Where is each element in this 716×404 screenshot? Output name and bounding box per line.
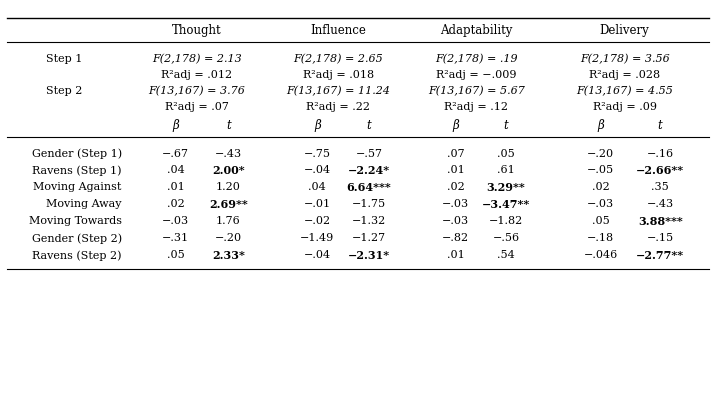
Text: 1.20: 1.20 (216, 183, 241, 192)
Text: β: β (314, 119, 321, 132)
Text: .35: .35 (652, 183, 669, 192)
Text: −.04: −.04 (304, 250, 331, 260)
Text: 2.00*: 2.00* (212, 165, 245, 176)
Text: R²adj = .09: R²adj = .09 (593, 102, 657, 112)
Text: .05: .05 (497, 149, 515, 158)
Text: Adaptability: Adaptability (440, 24, 513, 37)
Text: Influence: Influence (310, 24, 367, 37)
Text: F(2,178) = 2.65: F(2,178) = 2.65 (294, 53, 383, 64)
Text: −1.27: −1.27 (352, 234, 386, 243)
Text: −1.75: −1.75 (352, 200, 386, 209)
Text: −.046: −.046 (584, 250, 618, 260)
Text: −2.31*: −2.31* (348, 250, 390, 261)
Text: β: β (597, 119, 604, 132)
Text: 3.88***: 3.88*** (638, 216, 682, 227)
Text: −2.24*: −2.24* (348, 165, 390, 176)
Text: −.20: −.20 (587, 149, 614, 158)
Text: R²adj = .018: R²adj = .018 (303, 70, 374, 80)
Text: F(13,167) = 3.76: F(13,167) = 3.76 (148, 86, 246, 96)
Text: −.03: −.03 (442, 217, 469, 226)
Text: −.67: −.67 (162, 149, 189, 158)
Text: .54: .54 (497, 250, 515, 260)
Text: β: β (172, 119, 179, 132)
Text: −3.47**: −3.47** (482, 199, 530, 210)
Text: .61: .61 (497, 166, 515, 175)
Text: −.03: −.03 (587, 200, 614, 209)
Text: Thought: Thought (172, 24, 222, 37)
Text: Moving Away: Moving Away (47, 200, 122, 209)
Text: 1.76: 1.76 (216, 217, 241, 226)
Text: R²adj = .028: R²adj = .028 (589, 70, 660, 80)
Text: .02: .02 (167, 200, 184, 209)
Text: −1.49: −1.49 (300, 234, 334, 243)
Text: −.20: −.20 (215, 234, 242, 243)
Text: .04: .04 (309, 183, 326, 192)
Text: Moving Towards: Moving Towards (29, 217, 122, 226)
Text: 6.64***: 6.64*** (347, 182, 392, 193)
Text: R²adj = .12: R²adj = .12 (444, 102, 508, 112)
Text: −.05: −.05 (587, 166, 614, 175)
Text: t: t (367, 119, 372, 132)
Text: Step 1: Step 1 (47, 54, 82, 63)
Text: −.04: −.04 (304, 166, 331, 175)
Text: −2.77**: −2.77** (636, 250, 684, 261)
Text: 2.33*: 2.33* (212, 250, 245, 261)
Text: t: t (503, 119, 508, 132)
Text: −.31: −.31 (162, 234, 189, 243)
Text: Moving Against: Moving Against (34, 183, 122, 192)
Text: .01: .01 (447, 250, 465, 260)
Text: .01: .01 (447, 166, 465, 175)
Text: −1.82: −1.82 (489, 217, 523, 226)
Text: −.56: −.56 (493, 234, 520, 243)
Text: −.82: −.82 (442, 234, 469, 243)
Text: Ravens (Step 1): Ravens (Step 1) (32, 165, 122, 176)
Text: −.43: −.43 (215, 149, 242, 158)
Text: −.15: −.15 (647, 234, 674, 243)
Text: 2.69**: 2.69** (209, 199, 248, 210)
Text: −1.32: −1.32 (352, 217, 386, 226)
Text: Ravens (Step 2): Ravens (Step 2) (32, 250, 122, 261)
Text: Step 2: Step 2 (47, 86, 82, 96)
Text: R²adj = .07: R²adj = .07 (165, 102, 229, 112)
Text: F(2,178) = .19: F(2,178) = .19 (435, 53, 518, 64)
Text: 3.29**: 3.29** (487, 182, 526, 193)
Text: .05: .05 (167, 250, 184, 260)
Text: −.03: −.03 (442, 200, 469, 209)
Text: Gender (Step 1): Gender (Step 1) (32, 148, 122, 159)
Text: R²adj = .012: R²adj = .012 (161, 70, 233, 80)
Text: .04: .04 (167, 166, 184, 175)
Text: F(13,167) = 5.67: F(13,167) = 5.67 (427, 86, 525, 96)
Text: −2.66**: −2.66** (636, 165, 684, 176)
Text: R²adj = −.009: R²adj = −.009 (436, 70, 516, 80)
Text: .05: .05 (591, 217, 609, 226)
Text: −.57: −.57 (356, 149, 382, 158)
Text: t: t (226, 119, 231, 132)
Text: −.43: −.43 (647, 200, 674, 209)
Text: F(2,178) = 3.56: F(2,178) = 3.56 (580, 53, 669, 64)
Text: F(13,167) = 11.24: F(13,167) = 11.24 (286, 86, 390, 96)
Text: β: β (453, 119, 459, 132)
Text: R²adj = .22: R²adj = .22 (306, 102, 370, 112)
Text: Gender (Step 2): Gender (Step 2) (32, 233, 122, 244)
Text: .07: .07 (447, 149, 465, 158)
Text: −.16: −.16 (647, 149, 674, 158)
Text: F(13,167) = 4.55: F(13,167) = 4.55 (576, 86, 673, 96)
Text: .02: .02 (591, 183, 609, 192)
Text: .02: .02 (447, 183, 465, 192)
Text: −.02: −.02 (304, 217, 331, 226)
Text: −.01: −.01 (304, 200, 331, 209)
Text: −.75: −.75 (304, 149, 331, 158)
Text: F(2,178) = 2.13: F(2,178) = 2.13 (152, 53, 242, 64)
Text: −.18: −.18 (587, 234, 614, 243)
Text: t: t (658, 119, 662, 132)
Text: Delivery: Delivery (600, 24, 649, 37)
Text: .01: .01 (167, 183, 184, 192)
Text: −.03: −.03 (162, 217, 189, 226)
